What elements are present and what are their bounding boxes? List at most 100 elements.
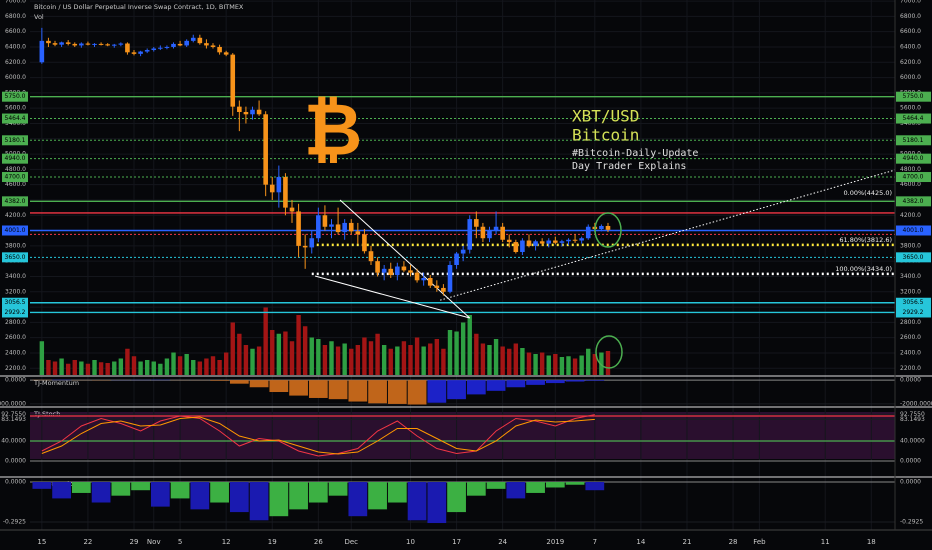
- histogram-bar: [289, 380, 308, 396]
- histogram-bar: [348, 482, 368, 517]
- y-tick-label: 2800.0: [900, 319, 921, 326]
- highlight-circle: [594, 212, 622, 248]
- candle-body: [335, 224, 341, 233]
- candle-body: [263, 114, 268, 185]
- stoch-line: [41, 416, 595, 455]
- candle-body: [105, 44, 110, 46]
- panel-tick-label: -2000.0000: [900, 400, 932, 407]
- level-label: 4001.0: [5, 227, 26, 234]
- candle-body: [230, 54, 236, 107]
- volume-bar: [579, 355, 584, 375]
- candle-body: [190, 37, 196, 41]
- volume-bar: [592, 354, 598, 375]
- candle-body: [441, 287, 446, 292]
- y-tick-label: 7000.0: [5, 0, 26, 5]
- volume-bar: [513, 343, 519, 375]
- level-label: 5750.0: [903, 93, 924, 100]
- level-label: 4700.0: [903, 174, 924, 181]
- annotation-tag: #Bitcoin-Daily-Update: [572, 148, 698, 159]
- candle-body: [533, 241, 538, 246]
- y-tick-label: 2600.0: [900, 334, 921, 341]
- candle-body: [171, 43, 176, 47]
- candle-body: [572, 239, 578, 241]
- volume-bar: [59, 358, 64, 375]
- candle-body: [131, 52, 137, 54]
- volume-bar: [263, 307, 268, 375]
- candle-body: [513, 242, 519, 252]
- volume-bar: [526, 352, 532, 375]
- candle-body: [414, 272, 420, 281]
- y-tick-label: 2200.0: [900, 365, 921, 372]
- stoch-line: [41, 414, 595, 457]
- volume-bar: [572, 358, 578, 375]
- volume-label: Vol: [34, 13, 44, 21]
- volume-bar: [467, 315, 472, 375]
- level-label: 4700.0: [5, 174, 26, 181]
- volume-bar: [158, 363, 163, 375]
- candle-body: [72, 43, 78, 46]
- volume-bar: [368, 341, 374, 375]
- candle-body: [46, 40, 51, 44]
- x-tick-label: 28: [729, 538, 738, 546]
- level-label-box: [2, 135, 28, 146]
- volume-bar: [493, 339, 499, 375]
- histogram-bar: [387, 482, 407, 503]
- candle-body: [605, 225, 611, 230]
- candle-body: [204, 43, 209, 46]
- histogram-bar: [585, 482, 605, 491]
- volume-bar: [256, 346, 262, 375]
- candle-body: [39, 40, 45, 63]
- volume-bar: [428, 343, 433, 375]
- y-tick-label: 6800.0: [5, 13, 26, 20]
- y-tick-label: 6600.0: [5, 28, 26, 35]
- y-tick-label: 3200.0: [5, 288, 26, 295]
- volume-bar: [316, 339, 321, 375]
- candle-body: [223, 52, 229, 55]
- candle-body: [138, 51, 143, 54]
- y-tick-label: 6200.0: [900, 59, 921, 66]
- y-tick-label: 6000.0: [900, 74, 921, 81]
- y-tick-label: 3400.0: [900, 273, 921, 280]
- volume-bar: [349, 348, 354, 375]
- candle-body: [559, 241, 565, 243]
- volume-bar: [487, 345, 492, 375]
- histogram-bar: [229, 380, 249, 384]
- level-label-box: [896, 135, 931, 146]
- volume-bar: [533, 354, 538, 375]
- level-label-box: [896, 113, 931, 124]
- candle-body: [355, 231, 361, 235]
- volume-bar: [296, 315, 301, 375]
- volume-bar: [447, 330, 453, 375]
- fib-label: 61.80%(3812.6): [839, 236, 892, 244]
- x-tick-label: 24: [498, 538, 507, 546]
- volume-bar: [335, 346, 341, 375]
- y-tick-label: 4600.0: [900, 181, 921, 188]
- volume-bar: [329, 341, 334, 375]
- bitcoin-logo: ₿: [304, 88, 363, 172]
- x-tick-label: Feb: [753, 538, 766, 546]
- histogram-bar: [348, 380, 368, 402]
- histogram-bar: [407, 482, 427, 521]
- trendline: [439, 169, 896, 301]
- volume-bar: [401, 341, 407, 375]
- x-tick-label: 21: [683, 538, 692, 546]
- volume-bar: [566, 356, 571, 375]
- volume-bar: [289, 341, 295, 375]
- volume-bar: [599, 352, 604, 375]
- histogram-bar: [368, 482, 387, 510]
- candle-body: [289, 207, 295, 212]
- candle-body: [566, 239, 571, 242]
- volume-bar: [421, 346, 426, 375]
- level-label-box: [2, 196, 28, 207]
- volume-bar: [39, 341, 45, 375]
- histogram-bar: [190, 482, 210, 510]
- level-label: 5464.4: [5, 115, 26, 122]
- y-tick-label: 6400.0: [5, 43, 26, 50]
- panel-tick-label: 0.0000: [900, 458, 921, 465]
- candle-body: [217, 46, 222, 53]
- level-label: 3650.0: [903, 254, 924, 261]
- annotation-pair: XBT/USD: [572, 107, 639, 126]
- volume-bar: [460, 322, 466, 375]
- candle-body: [237, 106, 242, 112]
